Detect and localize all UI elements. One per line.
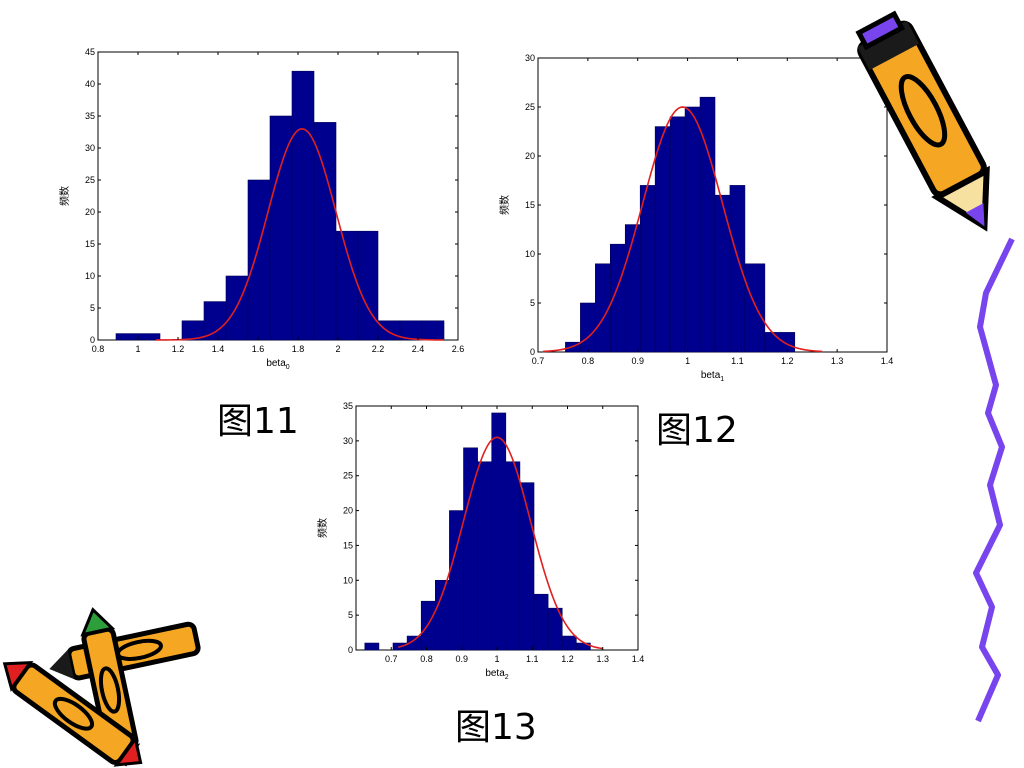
chart-fig13-bar-5	[435, 579, 450, 651]
chart-fig13-xtick-label-1: 0.7	[385, 654, 398, 664]
chart-fig11-ytick-label-2: 10	[85, 271, 95, 281]
chart-fig12-xtick-label-2: 0.9	[631, 356, 644, 366]
chart-fig11-xtick-label-4: 1.6	[252, 344, 265, 354]
chart-fig13-ylabel: 频数	[316, 518, 329, 538]
chart-fig13-bar-12	[533, 593, 549, 651]
chart-fig11-xtick-label-0: 0.8	[92, 344, 105, 354]
chart-fig13-bar-14	[561, 635, 577, 651]
chart-fig13-bar-13	[547, 607, 563, 651]
chart-fig11-xtick-label-8: 2.4	[412, 344, 425, 354]
chart-fig12-xtick-label-6: 1.3	[831, 356, 844, 366]
chart-fig11-ytick-label-1: 5	[90, 303, 95, 313]
chart-fig11-ytick-label-7: 35	[85, 111, 95, 121]
chart-fig12-ytick-label-5: 25	[525, 102, 535, 112]
chart-fig13-xtick-label-3: 0.9	[455, 654, 468, 664]
chart-fig12-ytick-label-0: 0	[530, 347, 535, 357]
chart-fig11-ytick-label-8: 40	[85, 79, 95, 89]
chart-fig13-ytick-label-0: 0	[348, 645, 353, 655]
caption-fig11: 图11	[217, 401, 299, 442]
chart-fig13-xtick-label-4: 1	[494, 654, 499, 664]
chart-fig11-xtick-label-7: 2.2	[372, 344, 385, 354]
zigzag-line	[973, 237, 1015, 723]
crayons-icon	[2, 607, 201, 767]
chart-fig12-bar-12	[744, 263, 766, 353]
chart-fig11-xtick-label-9: 2.6	[452, 344, 465, 354]
chart-fig11-fit-curve	[155, 127, 445, 341]
chart-fig13-bar-8	[477, 461, 493, 651]
chart-fig13-xtick-label-8: 1.4	[632, 654, 645, 664]
chart-fig13-bar-4	[420, 600, 436, 651]
chart-fig12-ytick-label-3: 15	[525, 200, 535, 210]
chart-fig11-xlabel: beta0	[266, 358, 289, 371]
chart-fig11-xtick-label-2: 1.2	[172, 344, 185, 354]
chart-fig11-ytick-label-4: 20	[85, 207, 95, 217]
chart-fig11-xtick-label-3: 1.4	[212, 344, 225, 354]
chart-fig11-ylabel: 频数	[58, 186, 71, 206]
chart-fig12-xtick-label-4: 1.1	[731, 356, 744, 366]
pencil-icon	[855, 10, 990, 232]
chart-fig13-fit-curve	[398, 436, 603, 650]
chart-fig12-ylabel: 频数	[498, 195, 511, 215]
chart-fig13-ytick-label-5: 25	[343, 471, 353, 481]
chart-fig13-ytick-label-7: 35	[343, 401, 353, 411]
caption-fig12: 图12	[656, 410, 738, 451]
chart-fig13-ytick-label-1: 5	[348, 610, 353, 620]
chart-fig12-ytick-label-2: 10	[525, 249, 535, 259]
chart-fig12-xtick-label-1: 0.8	[582, 356, 595, 366]
chart-fig11-xtick-label-1: 1	[135, 344, 140, 354]
chart-fig13-bar-11	[519, 482, 535, 651]
chart-fig12-fit-curve	[542, 106, 823, 353]
chart-fig11-ytick-label-6: 30	[85, 143, 95, 153]
chart-fig13-xtick-label-5: 1.1	[526, 654, 539, 664]
chart-fig12-ytick-label-1: 5	[530, 298, 535, 308]
chart-fig13-xtick-label-2: 0.8	[420, 654, 433, 664]
chart-fig11-ytick-label-5: 25	[85, 175, 95, 185]
chart-fig12-ytick-label-6: 30	[525, 53, 535, 63]
chart-fig12-xtick-label-7: 1.4	[881, 356, 894, 366]
chart-fig12-xlabel: beta1	[701, 370, 724, 383]
chart-fig13-bar-9	[491, 412, 507, 651]
chart-fig13-bar-10	[505, 461, 521, 651]
chart-fig13-ytick-label-3: 15	[343, 540, 353, 550]
chart-fig12-xtick-label-0: 0.7	[532, 356, 545, 366]
chart-fig13-ytick-label-4: 20	[343, 506, 353, 516]
chart-fig13-ytick-label-6: 30	[343, 436, 353, 446]
chart-fig12-bar-13	[764, 332, 796, 353]
chart-fig13-xlabel: beta2	[485, 668, 508, 681]
chart-fig13-xtick-label-7: 1.3	[596, 654, 609, 664]
chart-fig11-ytick-label-0: 0	[90, 335, 95, 345]
chart-fig13-ytick-label-2: 10	[343, 575, 353, 585]
chart-fig13-xtick-label-6: 1.2	[561, 654, 574, 664]
caption-fig13: 图13	[455, 707, 537, 748]
chart-fig11-xtick-label-6: 2	[335, 344, 340, 354]
chart-fig12-xtick-label-5: 1.2	[781, 356, 794, 366]
chart-fig11-ytick-label-3: 15	[85, 239, 95, 249]
chart-fig12-xtick-label-3: 1	[685, 356, 690, 366]
chart-fig12-ytick-label-4: 20	[525, 151, 535, 161]
chart-fig11-ytick-label-9: 45	[85, 47, 95, 57]
chart-fig13-bar-0	[364, 642, 380, 651]
chart-fig11-xtick-label-5: 1.8	[292, 344, 305, 354]
